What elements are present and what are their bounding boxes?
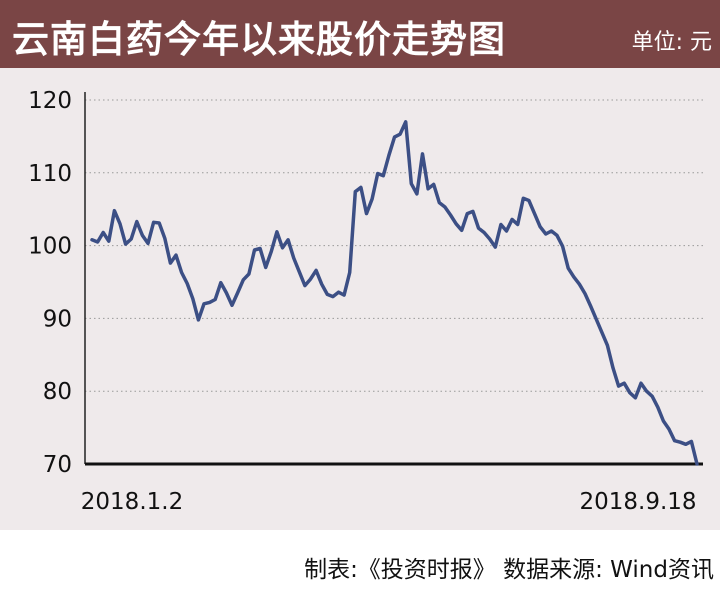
line-chart: 70 80 90 100 110 120 2018.1.2 2018.9.18 [28, 88, 703, 515]
y-axis-labels: 70 80 90 100 110 120 [28, 88, 72, 478]
y-tick-label: 90 [43, 306, 72, 332]
x-axis-end-label: 2018.9.18 [579, 489, 696, 515]
series-group [90, 120, 699, 466]
y-tick-label: 80 [43, 379, 72, 405]
title-bar: 云南白药今年以来股价走势图 单位: 元 [0, 0, 720, 68]
axes [84, 92, 703, 466]
unit-label: 单位: 元 [631, 30, 712, 55]
plot-background [0, 68, 720, 530]
y-tick-label: 100 [28, 234, 72, 260]
price-line [90, 120, 699, 466]
y-tick-label: 110 [28, 161, 72, 187]
source-credit: 制表:《投资时报》 数据来源: Wind资讯 [304, 557, 714, 583]
x-axis-start-label: 2018.1.2 [81, 489, 183, 515]
chart-title: 云南白药今年以来股价走势图 [12, 18, 506, 61]
y-tick-label: 70 [43, 452, 72, 478]
y-tick-label: 120 [28, 88, 72, 114]
